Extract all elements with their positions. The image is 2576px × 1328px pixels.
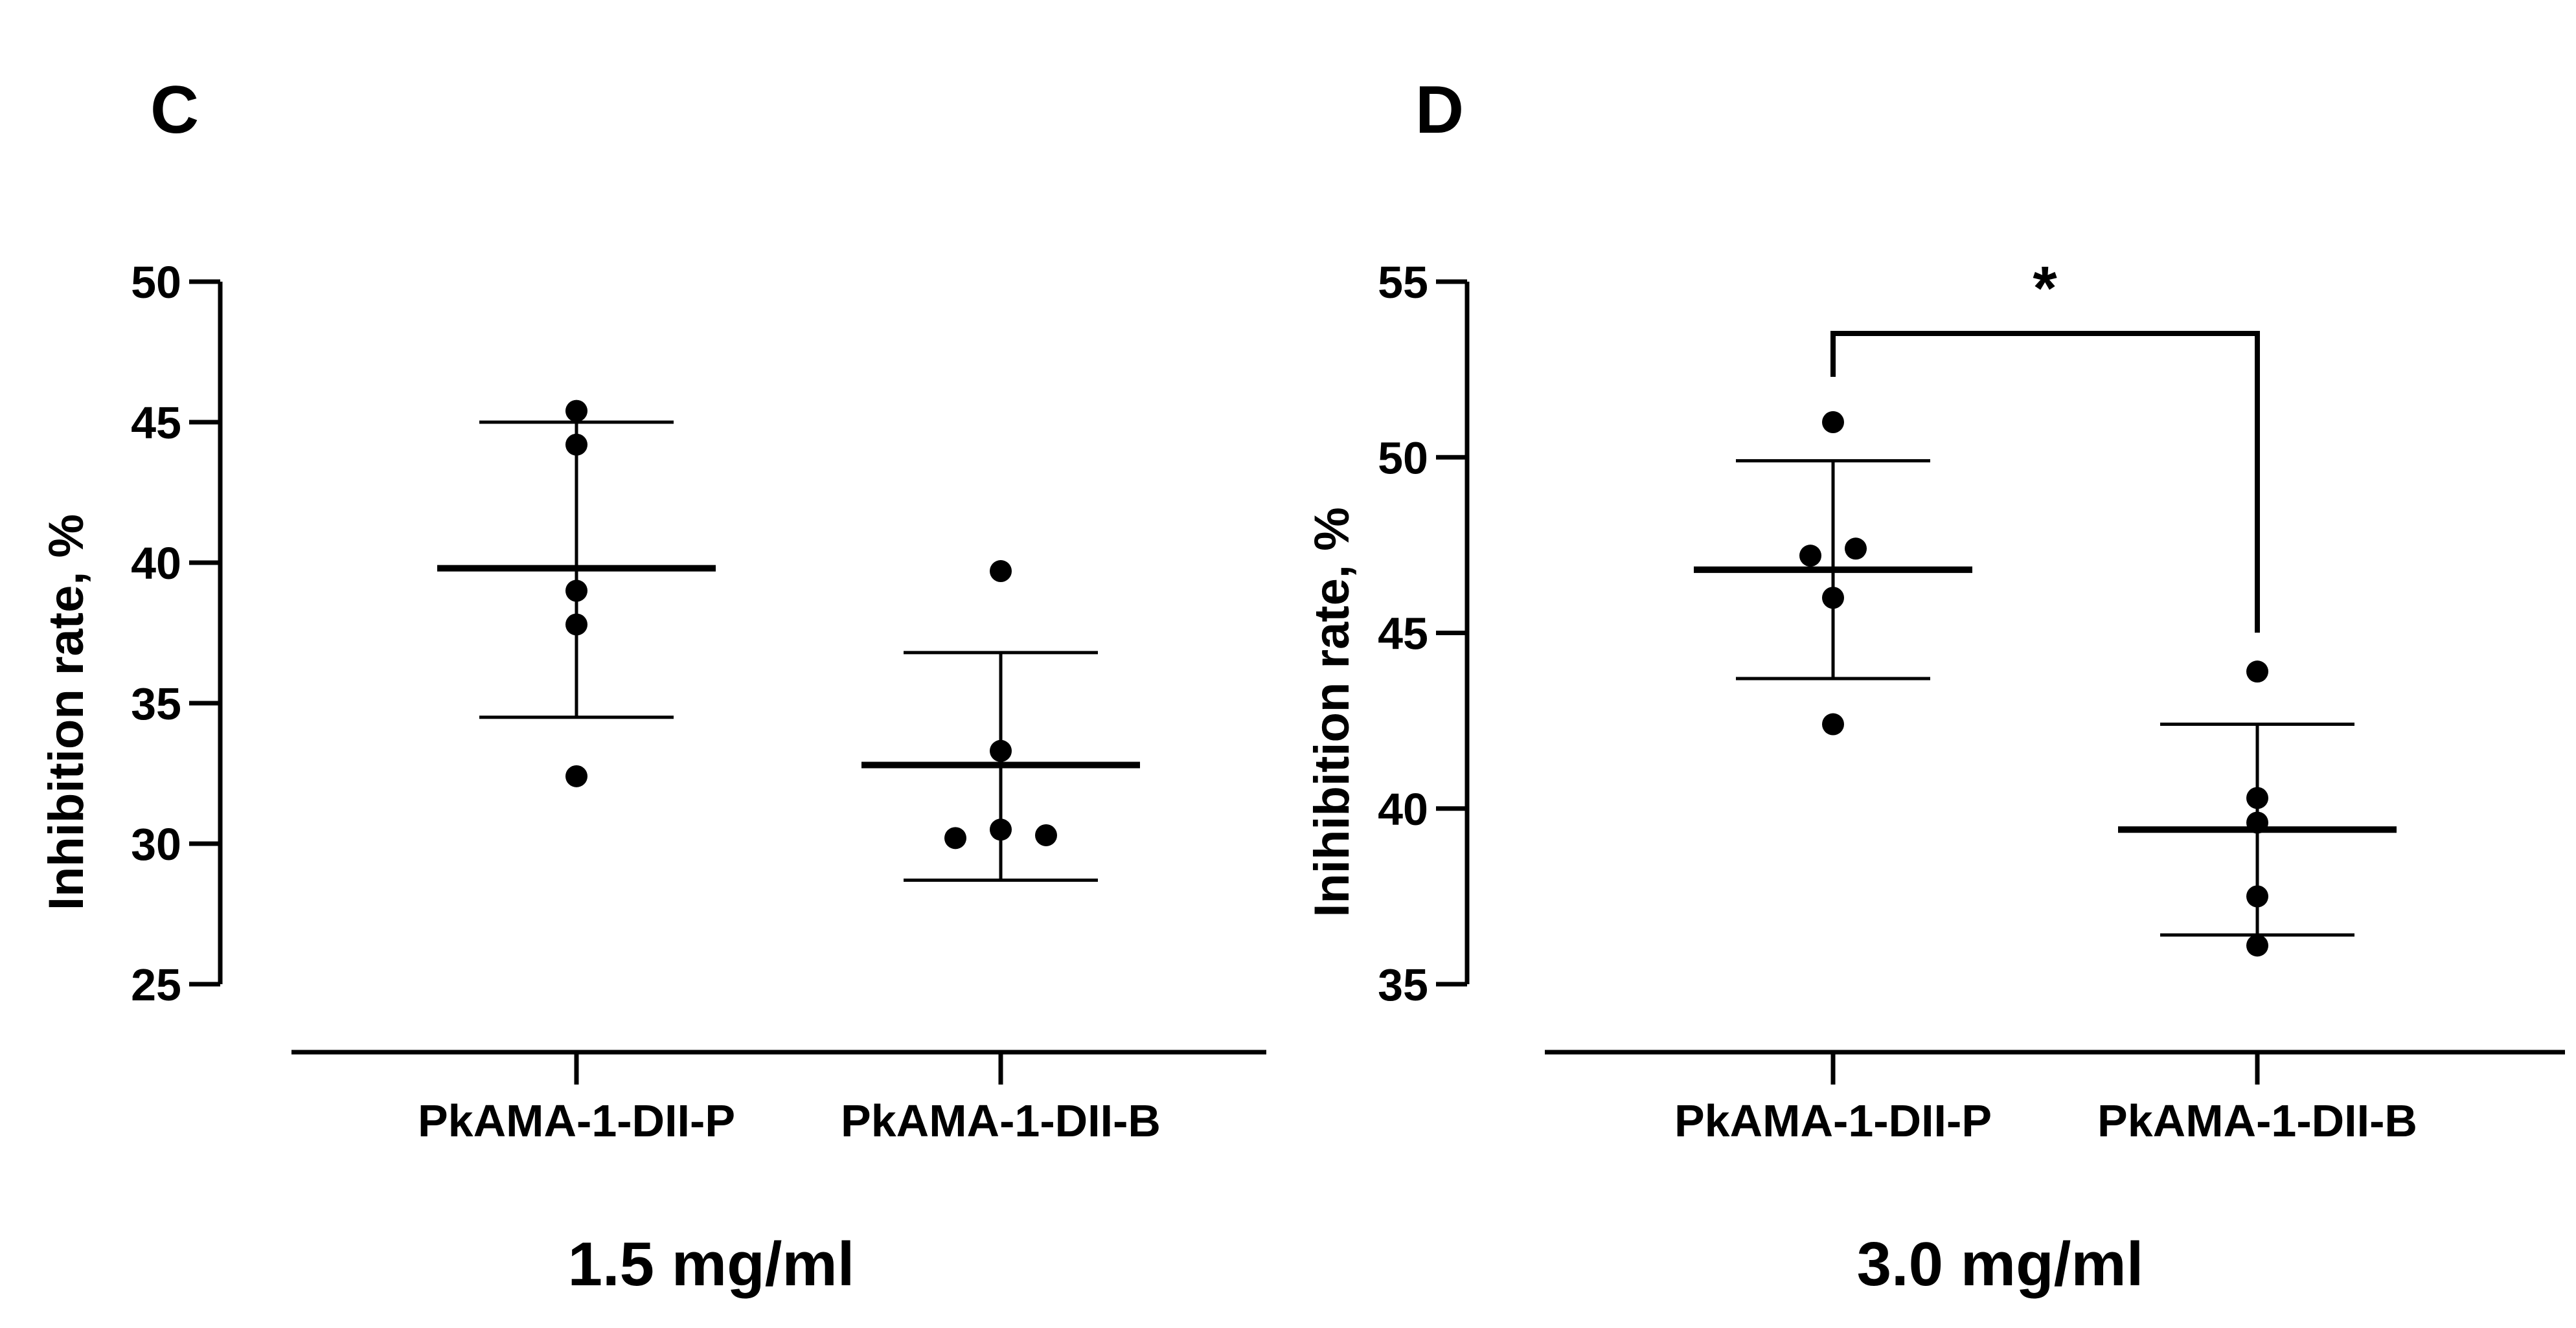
y-tick-label: 40 [1378,784,1428,835]
significance-label: * [2033,254,2057,323]
data-point [565,613,587,636]
data-point [1822,713,1844,736]
data-point [2246,660,2268,683]
y-tick-label: 35 [1378,960,1428,1010]
data-point [990,560,1012,583]
data-point [944,827,966,850]
data-point [565,765,587,787]
data-point [1799,545,1821,567]
data-point [2246,934,2268,957]
data-point [1822,411,1844,433]
concentration-label: 3.0 mg/ml [1857,1230,2144,1299]
category-label: PkAMA-1-DII-P [418,1096,735,1146]
y-axis-title: Inihibition rate, % [1305,507,1360,917]
data-point [565,433,587,456]
data-point [1845,537,1867,560]
panel-letter: D [1415,73,1464,148]
y-tick-label: 30 [131,819,181,870]
data-point [565,400,587,422]
data-point [990,818,1012,841]
concentration-label: 1.5 mg/ml [568,1230,855,1299]
significance-bracket [1830,331,2260,633]
y-tick-label: 55 [1378,257,1428,308]
panel-c-marks: 25 30 35 40 45 50 [131,257,1266,1085]
panel-d-marks: 35 40 45 50 55 [1378,257,2565,1085]
category-label: PkAMA-1-DII-B [2097,1096,2417,1146]
y-tick-label: 25 [131,960,181,1010]
y-tick-label: 50 [131,257,181,308]
panel-d: D Inihibition rate, % 35 40 45 50 55 * PkAMA… [1305,73,2565,1299]
y-tick-label: 50 [1378,433,1428,483]
panel-letter: C [150,73,199,148]
y-tick-label: 45 [1378,609,1428,659]
y-tick-label: 35 [131,679,181,729]
y-tick-label: 40 [131,538,181,589]
data-point [1822,587,1844,609]
data-point [565,580,587,602]
y-axis-title: Inhibition rate, % [39,514,94,910]
y-tick-label: 45 [131,398,181,448]
data-point [990,739,1012,762]
data-point [2246,811,2268,834]
category-label: PkAMA-1-DII-P [1674,1096,1992,1146]
data-point [2246,885,2268,908]
data-point [1035,824,1057,846]
category-label: PkAMA-1-DII-B [841,1096,1161,1146]
panel-c: C Inhibition rate, % 25 30 35 40 45 50 PkAMA-… [39,73,1266,1299]
data-point [2246,787,2268,809]
